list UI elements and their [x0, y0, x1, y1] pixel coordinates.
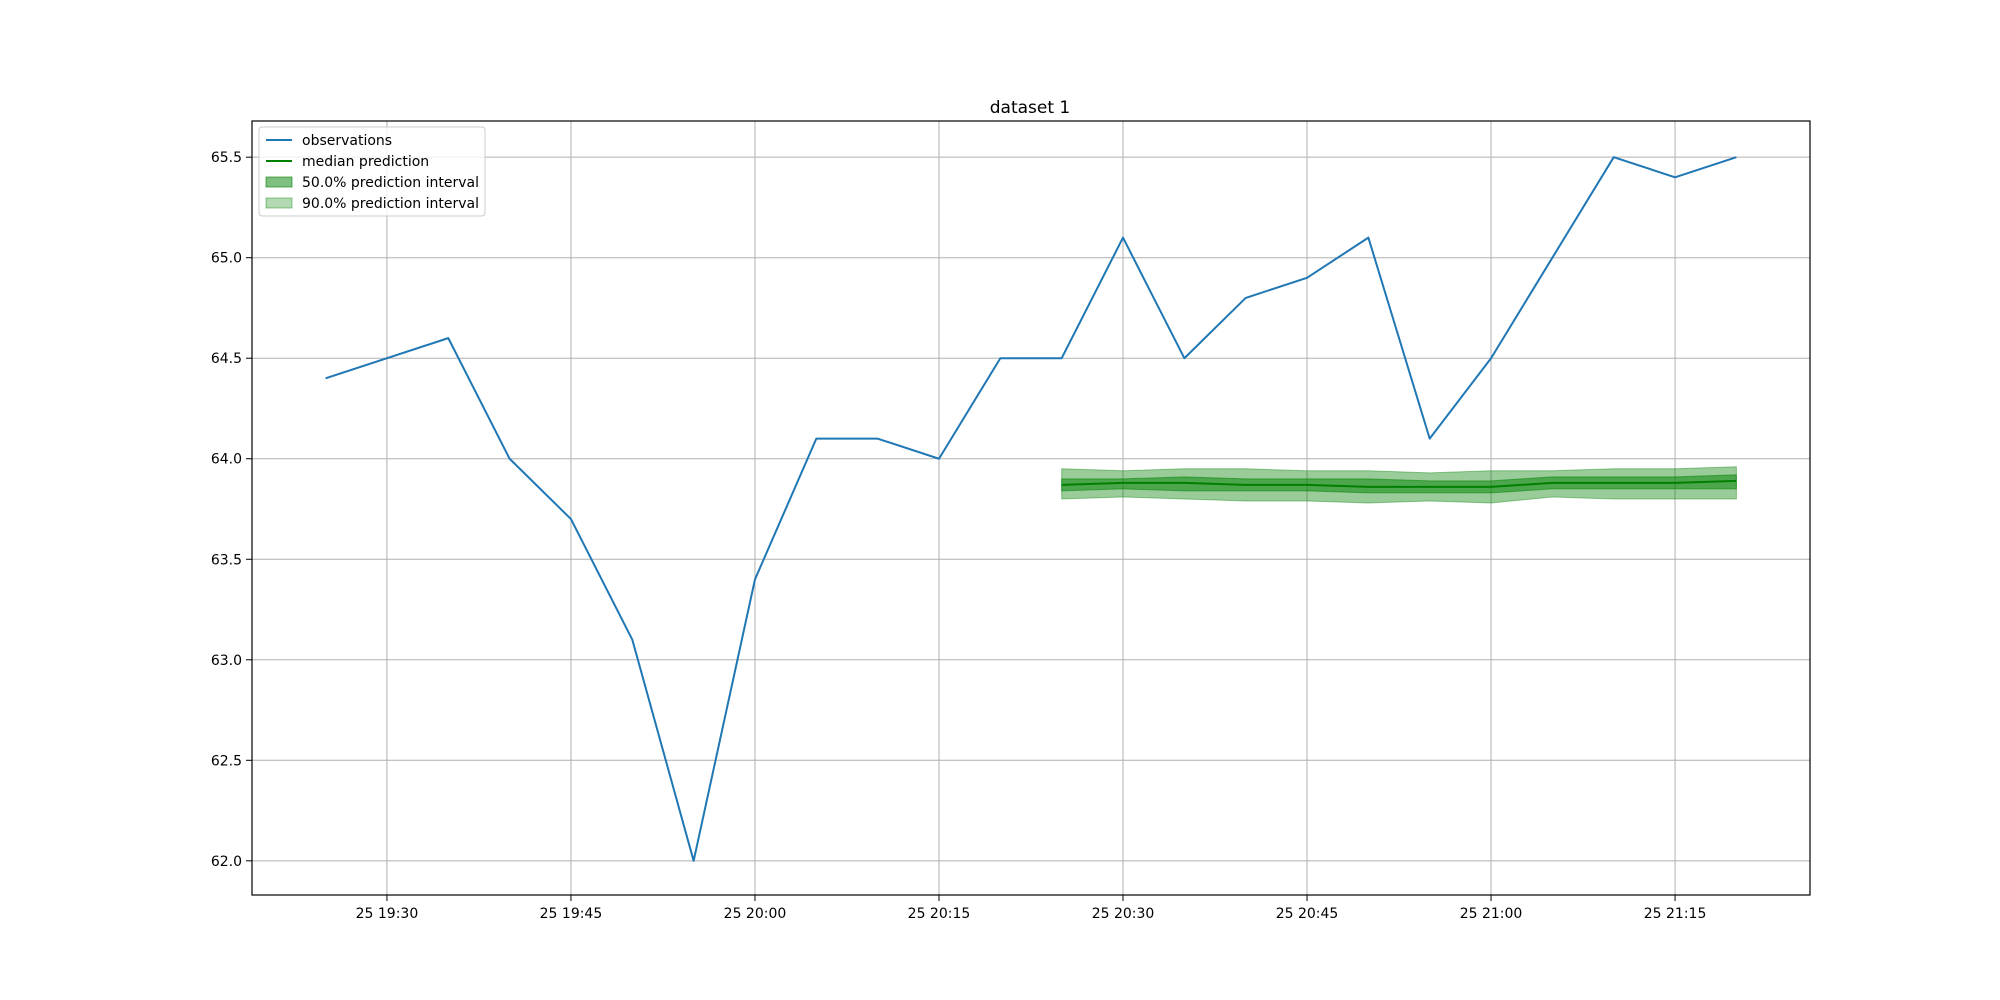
y-tick-label: 62.0 [211, 854, 242, 870]
legend-label: 50.0% prediction interval [302, 175, 479, 191]
prediction-interval-band [1061, 474, 1737, 494]
y-tick-label: 64.0 [211, 452, 242, 468]
series-lines [325, 156, 1737, 862]
prediction-intervals [1061, 466, 1737, 504]
x-tick-label: 25 20:00 [724, 906, 787, 922]
y-tick-label: 64.5 [211, 351, 242, 367]
y-tick-label: 65.5 [211, 150, 242, 166]
x-tick-label: 25 19:45 [540, 906, 603, 922]
legend-box [258, 126, 486, 217]
legend-label: observations [302, 133, 392, 149]
legend-label: median prediction [302, 154, 429, 170]
y-tick-label: 63.0 [211, 653, 242, 669]
median-prediction-line [1061, 479, 1737, 488]
legend-patch-swatch [265, 197, 293, 209]
x-tick-label: 25 20:45 [1276, 906, 1339, 922]
observations-line [325, 156, 1737, 862]
y-tick-label: 62.5 [211, 753, 242, 769]
x-tick-label: 25 21:15 [1644, 906, 1707, 922]
chart-title: dataset 1 [990, 98, 1071, 118]
x-axis: 25 19:30 25 19:45 25 20:00 25 20:15 25 20:30… [356, 895, 1707, 922]
x-tick-label: 25 19:30 [356, 906, 419, 922]
legend-patch-swatch [265, 176, 293, 188]
y-tick-label: 63.5 [211, 552, 242, 568]
grid [252, 121, 1810, 895]
y-tick-label: 65.0 [211, 251, 242, 267]
x-tick-label: 25 21:00 [1460, 906, 1523, 922]
plot-frame [251, 120, 1811, 896]
legend-label: 90.0% prediction interval [302, 196, 479, 212]
x-tick-label: 25 20:15 [908, 906, 971, 922]
x-tick-label: 25 20:30 [1092, 906, 1155, 922]
legend: observations median prediction 50.0% predi… [258, 126, 486, 217]
y-axis: 62.0 62.5 63.0 63.5 64.0 64.5 65.0 65.5 [211, 150, 252, 870]
